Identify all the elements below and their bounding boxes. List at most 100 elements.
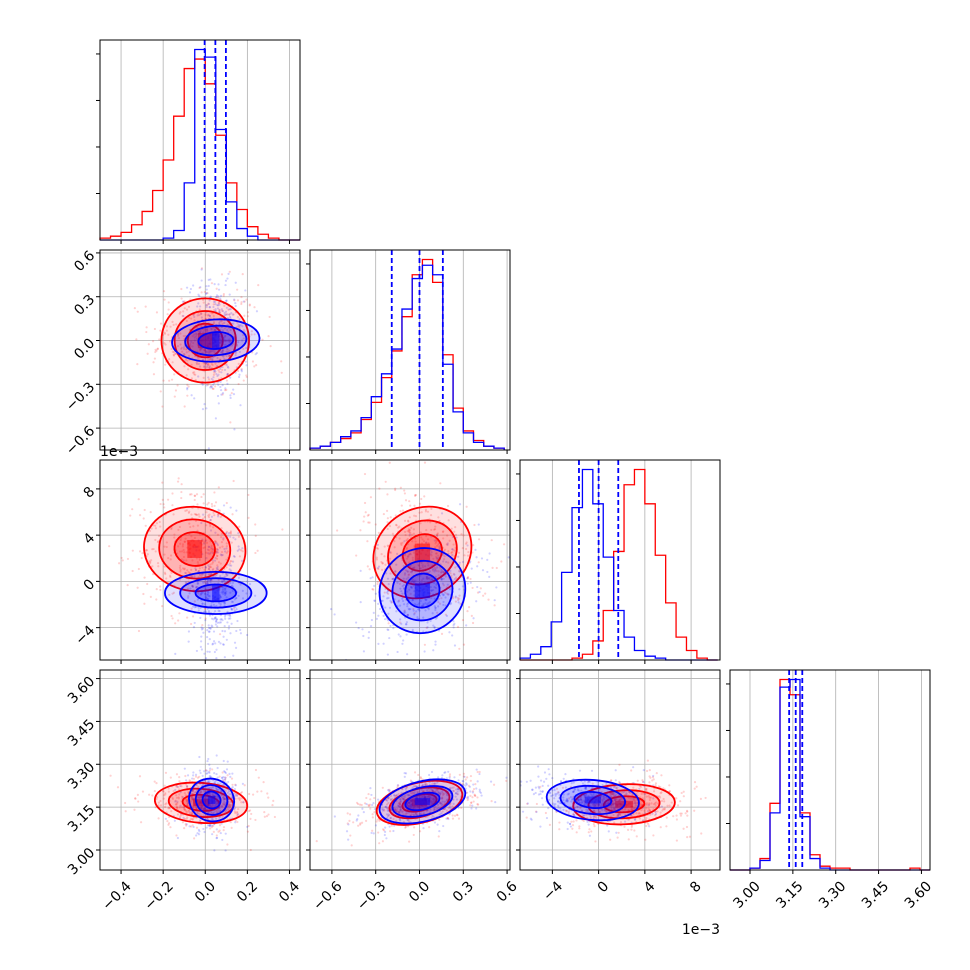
red-sample-point — [609, 838, 612, 841]
red-sample-point — [176, 813, 180, 816]
blue-sample-point — [397, 805, 400, 808]
red-sample-point — [604, 810, 608, 813]
red-sample-point — [202, 546, 205, 550]
red-sample-point — [371, 816, 374, 819]
blue-sample-point — [208, 579, 212, 582]
blue-sample-point — [217, 797, 220, 800]
blue-sample-point — [419, 599, 422, 603]
red-sample-point — [466, 776, 469, 779]
red-sample-point — [202, 298, 205, 302]
red-sample-point — [166, 820, 169, 823]
blue-sample-point — [433, 597, 436, 600]
red-sample-point — [365, 796, 368, 800]
red-sample-point — [399, 800, 402, 804]
red-sample-point — [439, 571, 443, 574]
blue-sample-point — [417, 603, 420, 606]
blue-sample-point — [357, 626, 360, 630]
blue-sample-point — [199, 645, 202, 648]
blue-sample-point — [440, 578, 443, 581]
red-sample-point — [240, 791, 244, 794]
blue-sample-point — [389, 798, 393, 801]
blue-sample-point — [614, 779, 617, 782]
blue-sample-point — [228, 613, 232, 617]
red-sample-point — [408, 500, 411, 503]
blue-sample-point — [371, 803, 374, 807]
blue-sample-point — [222, 355, 225, 358]
blue-sample-point — [410, 780, 413, 783]
blue-sample-point — [204, 566, 207, 569]
blue-sample-point — [229, 506, 232, 509]
blue-sample-point — [403, 775, 406, 778]
red-sample-point — [371, 587, 374, 591]
red-sample-point — [466, 791, 469, 794]
red-sample-point — [680, 812, 683, 815]
red-sample-point — [164, 793, 167, 796]
blue-contour — [197, 331, 235, 350]
red-sample-point — [175, 785, 178, 788]
red-sample-point — [215, 296, 218, 299]
red-sample-point — [399, 806, 402, 809]
red-sample-point — [402, 797, 406, 801]
red-sample-point — [654, 782, 658, 785]
blue-sample-point — [203, 602, 207, 606]
red-sample-point — [380, 553, 383, 556]
blue-sample-point — [464, 784, 467, 787]
blue-sample-point — [218, 594, 222, 598]
blue-sample-point — [437, 807, 440, 810]
blue-sample-point — [221, 365, 224, 369]
red-sample-point — [221, 545, 224, 548]
blue-sample-point — [238, 373, 241, 376]
red-sample-point — [571, 827, 574, 830]
blue-sample-point — [221, 310, 225, 313]
red-sample-point — [172, 350, 176, 354]
red-sample-point — [225, 566, 228, 569]
red-sample-point — [575, 831, 578, 834]
blue-sample-point — [239, 628, 242, 631]
red-sample-point — [178, 776, 181, 779]
blue-sample-point — [458, 570, 461, 573]
red-sample-point — [141, 790, 145, 793]
red-sample-point — [220, 541, 224, 544]
red-sample-point — [682, 827, 685, 830]
blue-sample-point — [223, 778, 227, 781]
blue-sample-point — [570, 782, 573, 785]
blue-sample-point — [219, 596, 222, 599]
blue-sample-point — [392, 577, 395, 580]
blue-sample-point — [219, 789, 223, 793]
red-sample-point — [243, 314, 246, 317]
red-sample-point — [229, 560, 232, 563]
red-sample-point — [221, 348, 225, 352]
red-sample-point — [477, 803, 480, 806]
red-sample-point — [198, 515, 201, 518]
red-sample-point — [659, 826, 662, 829]
blue-sample-point — [229, 632, 232, 635]
red-sample-point — [441, 796, 444, 799]
red-sample-point — [188, 809, 191, 812]
red-sample-point — [205, 541, 209, 544]
red-sample-point — [228, 313, 231, 316]
blue-sample-point — [188, 592, 191, 595]
red-sample-point — [217, 302, 220, 305]
blue-sample-point — [407, 819, 410, 822]
blue-sample-point — [494, 801, 497, 804]
red-sample-point — [161, 405, 164, 408]
blue-sample-point — [221, 349, 224, 352]
red-sample-point — [155, 782, 158, 785]
red-sample-point — [223, 334, 227, 337]
red-sample-point — [255, 364, 258, 367]
red-sample-point — [393, 546, 396, 549]
red-sample-point — [437, 600, 440, 604]
blue-sample-point — [486, 558, 489, 561]
red-sample-point — [177, 337, 181, 340]
blue-sample-point — [254, 353, 257, 356]
blue-histogram — [519, 468, 718, 661]
red-sample-point — [146, 553, 149, 556]
red-sample-point — [215, 548, 218, 551]
blue-sample-point — [386, 628, 389, 631]
blue-sample-point — [584, 787, 587, 790]
blue-sample-point — [438, 545, 441, 548]
red-sample-point — [169, 776, 172, 779]
red-sample-point — [194, 775, 198, 778]
blue-sample-point — [231, 581, 235, 585]
blue-sample-point — [455, 788, 458, 791]
